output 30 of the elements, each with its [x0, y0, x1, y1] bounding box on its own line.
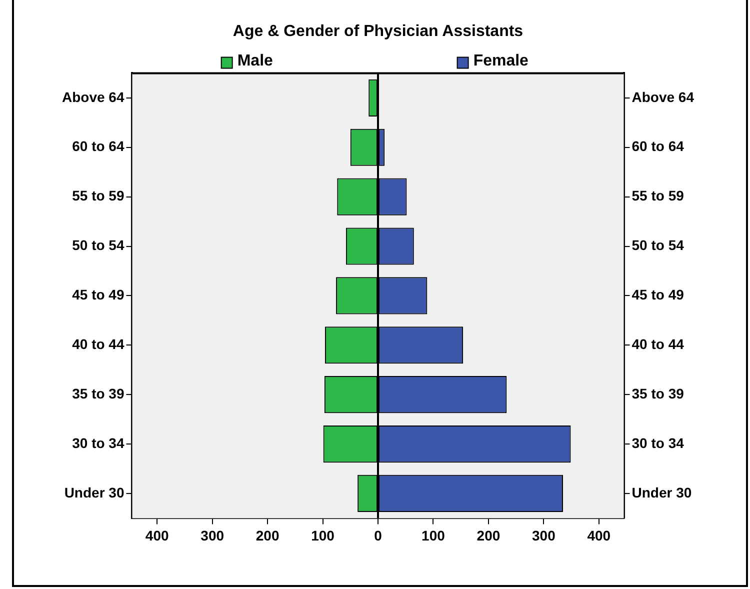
x-tick-label: 100 — [311, 527, 335, 544]
x-tick-label: 200 — [256, 527, 280, 544]
x-tick-label: 400 — [587, 527, 611, 544]
x-tick-label: 100 — [422, 527, 446, 544]
legend-label: Male — [237, 52, 274, 70]
y2-tick-label: 60 to 64 — [632, 138, 684, 154]
y-tick-label: Above 64 — [62, 88, 124, 105]
y2-tick-label: Above 64 — [632, 88, 694, 105]
y2-tick-label: 35 to 39 — [632, 385, 684, 402]
y-tick-label: 35 to 39 — [72, 385, 124, 402]
y2-tick-label: 40 to 44 — [632, 336, 684, 352]
y2-tick-label: 55 to 59 — [632, 188, 684, 204]
y-tick-label: 30 to 34 — [72, 434, 124, 451]
x-tick-label: 400 — [145, 527, 169, 544]
chart-title: Age & Gender of Physician Assistants — [232, 23, 524, 40]
y-tick-label: 60 to 64 — [72, 138, 124, 154]
x-tick-label: 300 — [532, 527, 556, 544]
legend-label: Female — [473, 52, 529, 70]
y-tick-label: 45 to 49 — [72, 286, 124, 303]
x-tick-label: 0 — [374, 527, 382, 544]
y2-tick-label: 30 to 34 — [632, 434, 684, 451]
y-tick-label: 55 to 59 — [72, 188, 124, 204]
y-tick-label: 50 to 54 — [72, 237, 124, 254]
x-tick-label: 200 — [476, 527, 500, 544]
y2-tick-label: 50 to 54 — [632, 237, 684, 254]
y-tick-label: Under 30 — [64, 484, 124, 500]
y2-tick-label: Under 30 — [632, 484, 692, 500]
y-tick-label: 40 to 44 — [72, 336, 124, 352]
x-tick-label: 300 — [200, 527, 224, 544]
y2-tick-label: 45 to 49 — [632, 286, 684, 303]
